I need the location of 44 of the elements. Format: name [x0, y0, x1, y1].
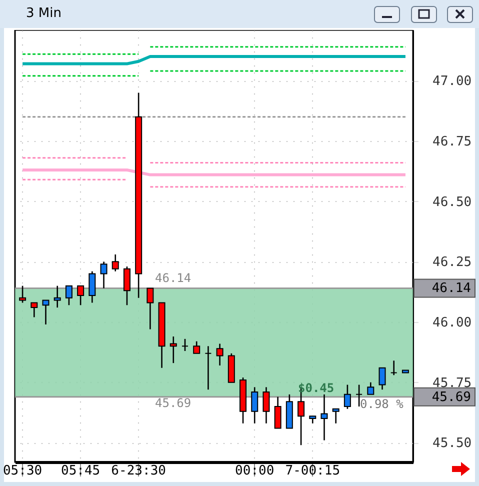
candlestick [332, 408, 340, 424]
annotation: 45.69 [155, 396, 192, 410]
candlestick [42, 300, 50, 326]
y-tick-label: 46.25 [432, 255, 472, 270]
y-tick-label: 45.75 [432, 376, 472, 391]
y-tick-label: 47.00 [432, 74, 472, 90]
candlestick [216, 343, 224, 366]
candlestick [19, 285, 26, 304]
candlestick [77, 285, 84, 306]
candlestick [204, 346, 212, 390]
candlestick [274, 396, 282, 429]
y-tick-label: 46.75 [432, 134, 472, 150]
ref-line-label: 46.14 [432, 281, 472, 296]
ref-line-label: 45.69 [432, 390, 471, 405]
candlestick [54, 285, 61, 308]
candlestick [251, 386, 258, 424]
annotation: 46.14 [155, 271, 192, 285]
x-tick-label: 7-00:15 [285, 464, 340, 478]
y-tick-label: 46.00 [432, 316, 472, 331]
candlestick [112, 254, 119, 272]
candlestick [344, 384, 351, 410]
candlestick [88, 270, 96, 304]
x-tick-label: 6-23:30 [111, 464, 166, 478]
candlestick [262, 386, 270, 424]
candlestick [146, 288, 154, 330]
candlestick [170, 336, 177, 364]
chart-title: 3 Min [26, 6, 62, 21]
x-tick-label: 05:45 [60, 464, 100, 478]
candlestick [181, 338, 188, 352]
candlestick [100, 261, 108, 289]
candlestick [123, 266, 130, 306]
x-tick-label: 05:30 [2, 464, 42, 478]
y-tick-label: 45.50 [432, 436, 472, 452]
candlestick [65, 285, 72, 306]
y-tick-label: 46.50 [432, 194, 472, 210]
annotation: 0.98 % [360, 397, 404, 411]
x-tick-label: 00:00 [235, 464, 274, 478]
candlestick [390, 360, 398, 376]
candlestick [378, 367, 386, 390]
candlestick [367, 382, 374, 396]
candlestick [193, 340, 200, 354]
candlestick [30, 302, 38, 318]
candlestick [320, 394, 328, 441]
annotation: $0.45 [298, 381, 334, 395]
